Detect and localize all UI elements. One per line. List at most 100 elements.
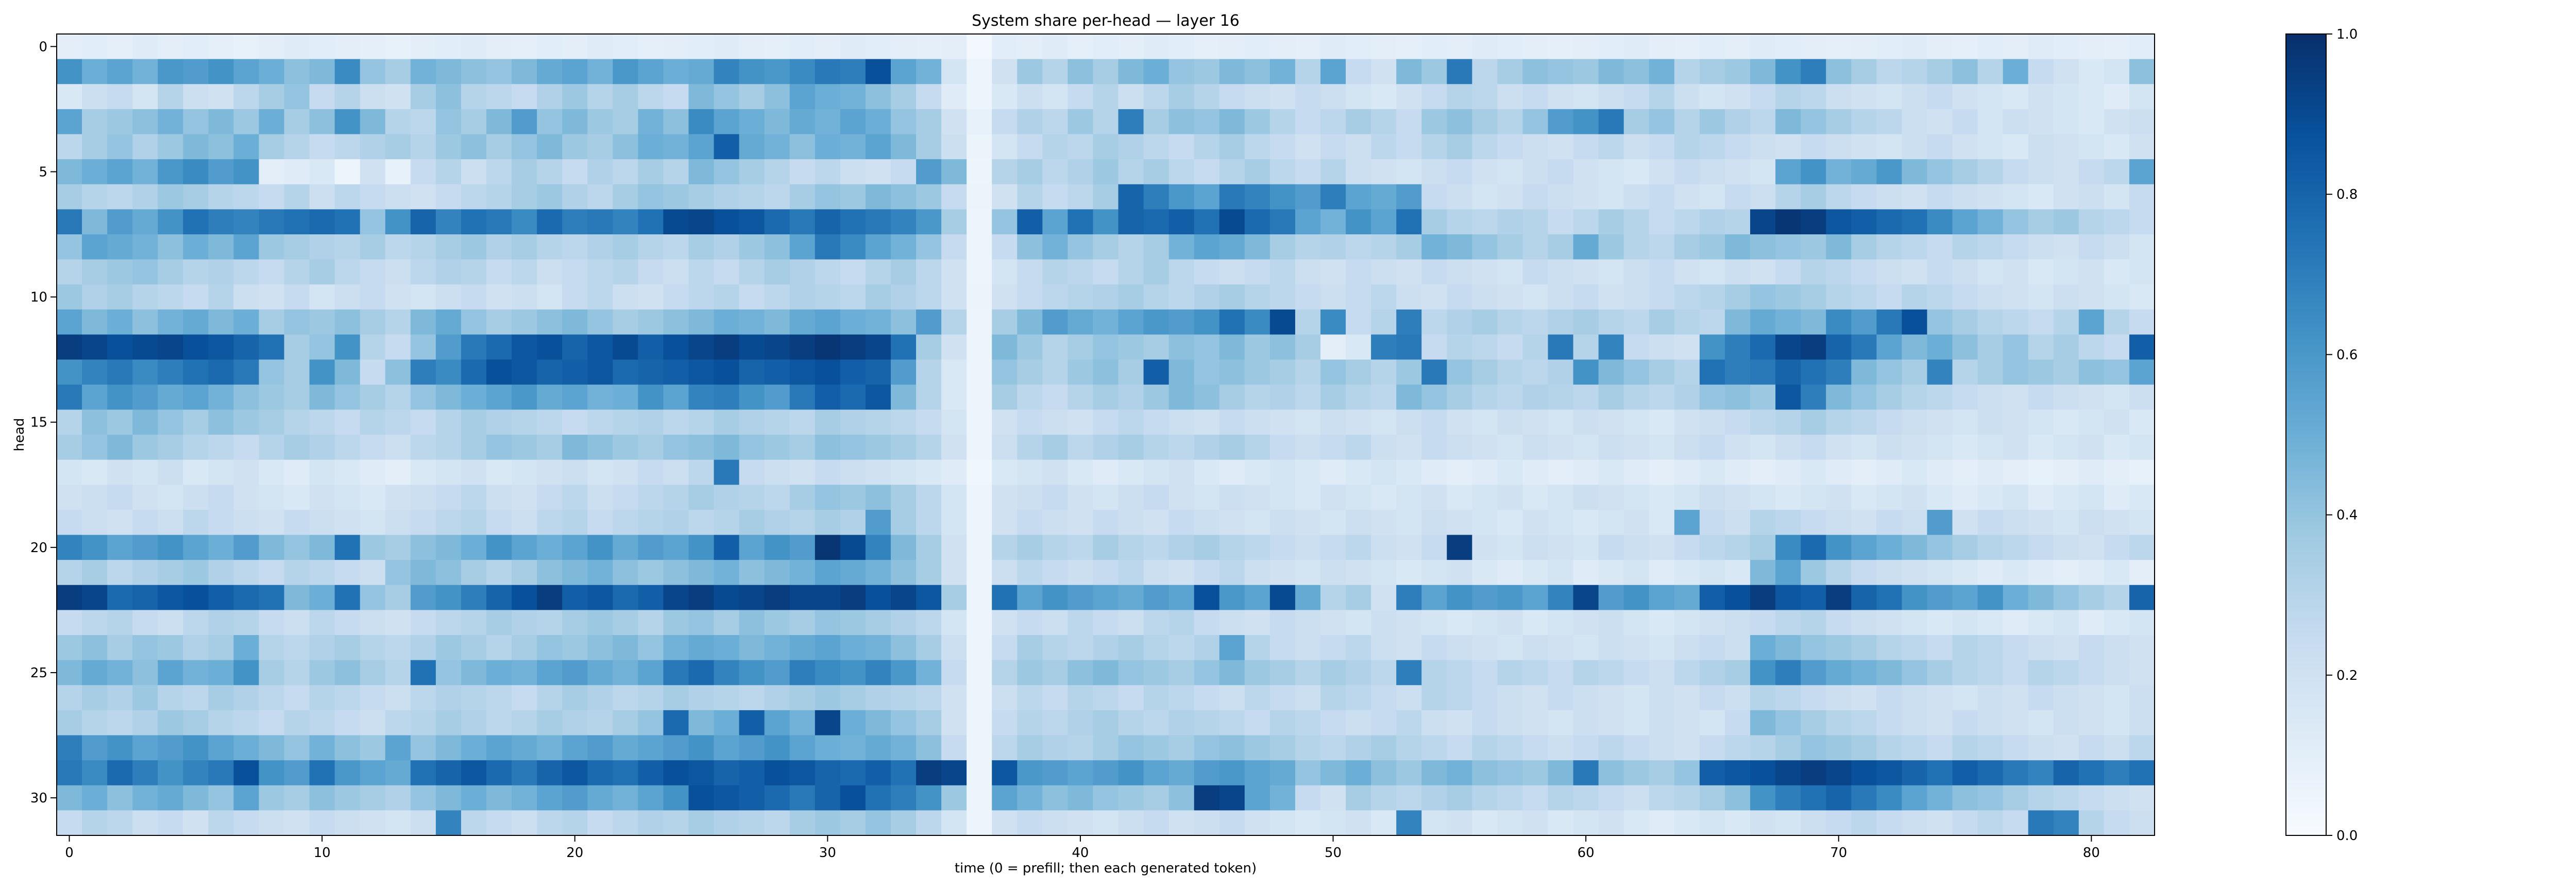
heatmap-cell [1548,259,1574,285]
heatmap-cell [410,184,436,210]
heatmap-cell [1775,485,1801,510]
heatmap-cell [1168,435,1195,460]
heatmap-cell [1699,535,1725,560]
heatmap-cell [2053,509,2079,536]
heatmap-cell [967,459,992,485]
heatmap-cell [1826,610,1852,636]
heatmap-cell [764,259,790,285]
heatmap-cell [840,334,866,360]
heatmap-cell [789,284,816,310]
heatmap-cell [1573,284,1599,310]
heatmap-cell [1851,459,1877,485]
heatmap-cell [916,685,942,711]
heatmap-cell [714,409,740,435]
heatmap-cell [1472,184,1498,210]
heatmap-cell [992,509,1018,536]
heatmap-cell [1649,384,1675,410]
heatmap-cell [1295,735,1321,761]
heatmap-cell [840,84,866,110]
heatmap-cell [1143,159,1170,185]
heatmap-cell [1826,735,1852,761]
heatmap-cell [1371,34,1397,60]
heatmap-cell [1497,309,1523,335]
heatmap-cell [789,485,816,510]
heatmap-cell [663,660,689,686]
heatmap-cell [82,585,108,610]
heatmap-cell [789,409,816,435]
heatmap-cell [512,59,537,84]
heatmap-cell [512,284,537,310]
heatmap-cell [208,159,234,185]
heatmap-cell [967,360,992,385]
chart-title: System share per-head — layer 16 [972,12,1240,30]
heatmap-cell [1674,735,1700,761]
heatmap-cell [183,234,209,260]
heatmap-cell [57,435,82,460]
heatmap-cell [714,585,740,610]
heatmap-cell [1194,259,1220,285]
heatmap-cell [1598,84,1624,110]
heatmap-cell [2104,209,2130,235]
heatmap-cell [1320,409,1346,435]
heatmap-cell [2053,259,2079,285]
heatmap-cell [183,459,209,485]
heatmap-cell [840,760,866,786]
heatmap-cell [562,710,588,736]
heatmap-cell [1371,309,1397,335]
heatmap-cell [890,635,917,661]
heatmap-cell [1421,760,1447,786]
heatmap-cell [663,435,689,460]
heatmap-cell [284,810,310,836]
heatmap-cell [739,284,765,310]
heatmap-cell [537,710,563,736]
heatmap-cell [941,184,967,210]
heatmap-cell [107,685,133,711]
heatmap-cell [1295,84,1321,110]
heatmap-cell [461,509,487,536]
heatmap-cell [613,710,638,736]
heatmap-cell [1977,585,2004,610]
heatmap-cell [233,635,260,661]
heatmap-cell [764,360,790,385]
heatmap-cell [107,785,133,811]
heatmap-cell [815,34,841,60]
heatmap-cell [1851,660,1877,686]
heatmap-cell [1118,660,1144,686]
heatmap-cell [1472,785,1498,811]
heatmap-cell [638,560,664,586]
heatmap-cell [1927,485,1953,510]
heatmap-cell [1902,409,1928,435]
heatmap-cell [890,234,917,260]
heatmap-cell [2003,234,2029,260]
heatmap-cell [208,59,234,84]
heatmap-cell [309,585,335,610]
heatmap-cell [461,134,487,160]
heatmap-cell [2003,760,2029,786]
heatmap-cell [132,209,158,235]
heatmap-cell [82,84,108,110]
heatmap-cell [1724,109,1751,135]
heatmap-cell [613,84,638,110]
heatmap-cell [1219,610,1245,636]
heatmap-cell [1067,585,1094,610]
heatmap-cell [1952,84,1978,110]
heatmap-cell [360,710,386,736]
heatmap-cell [385,610,411,636]
heatmap-cell [132,560,158,586]
heatmap-cell [1295,509,1321,536]
heatmap-cell [1017,360,1043,385]
heatmap-cell [132,84,158,110]
heatmap-cell [208,585,234,610]
heatmap-cell [587,259,613,285]
heatmap-cell [1522,810,1549,836]
heatmap-cell [2078,334,2105,360]
heatmap-cell [941,59,967,84]
heatmap-cell [512,435,537,460]
heatmap-cell [587,560,613,586]
heatmap-cell [1775,535,1801,560]
heatmap-cell [1093,259,1119,285]
heatmap-cell [1826,34,1852,60]
heatmap-cell [360,635,386,661]
heatmap-cell [435,384,462,410]
heatmap-cell [1042,234,1069,260]
